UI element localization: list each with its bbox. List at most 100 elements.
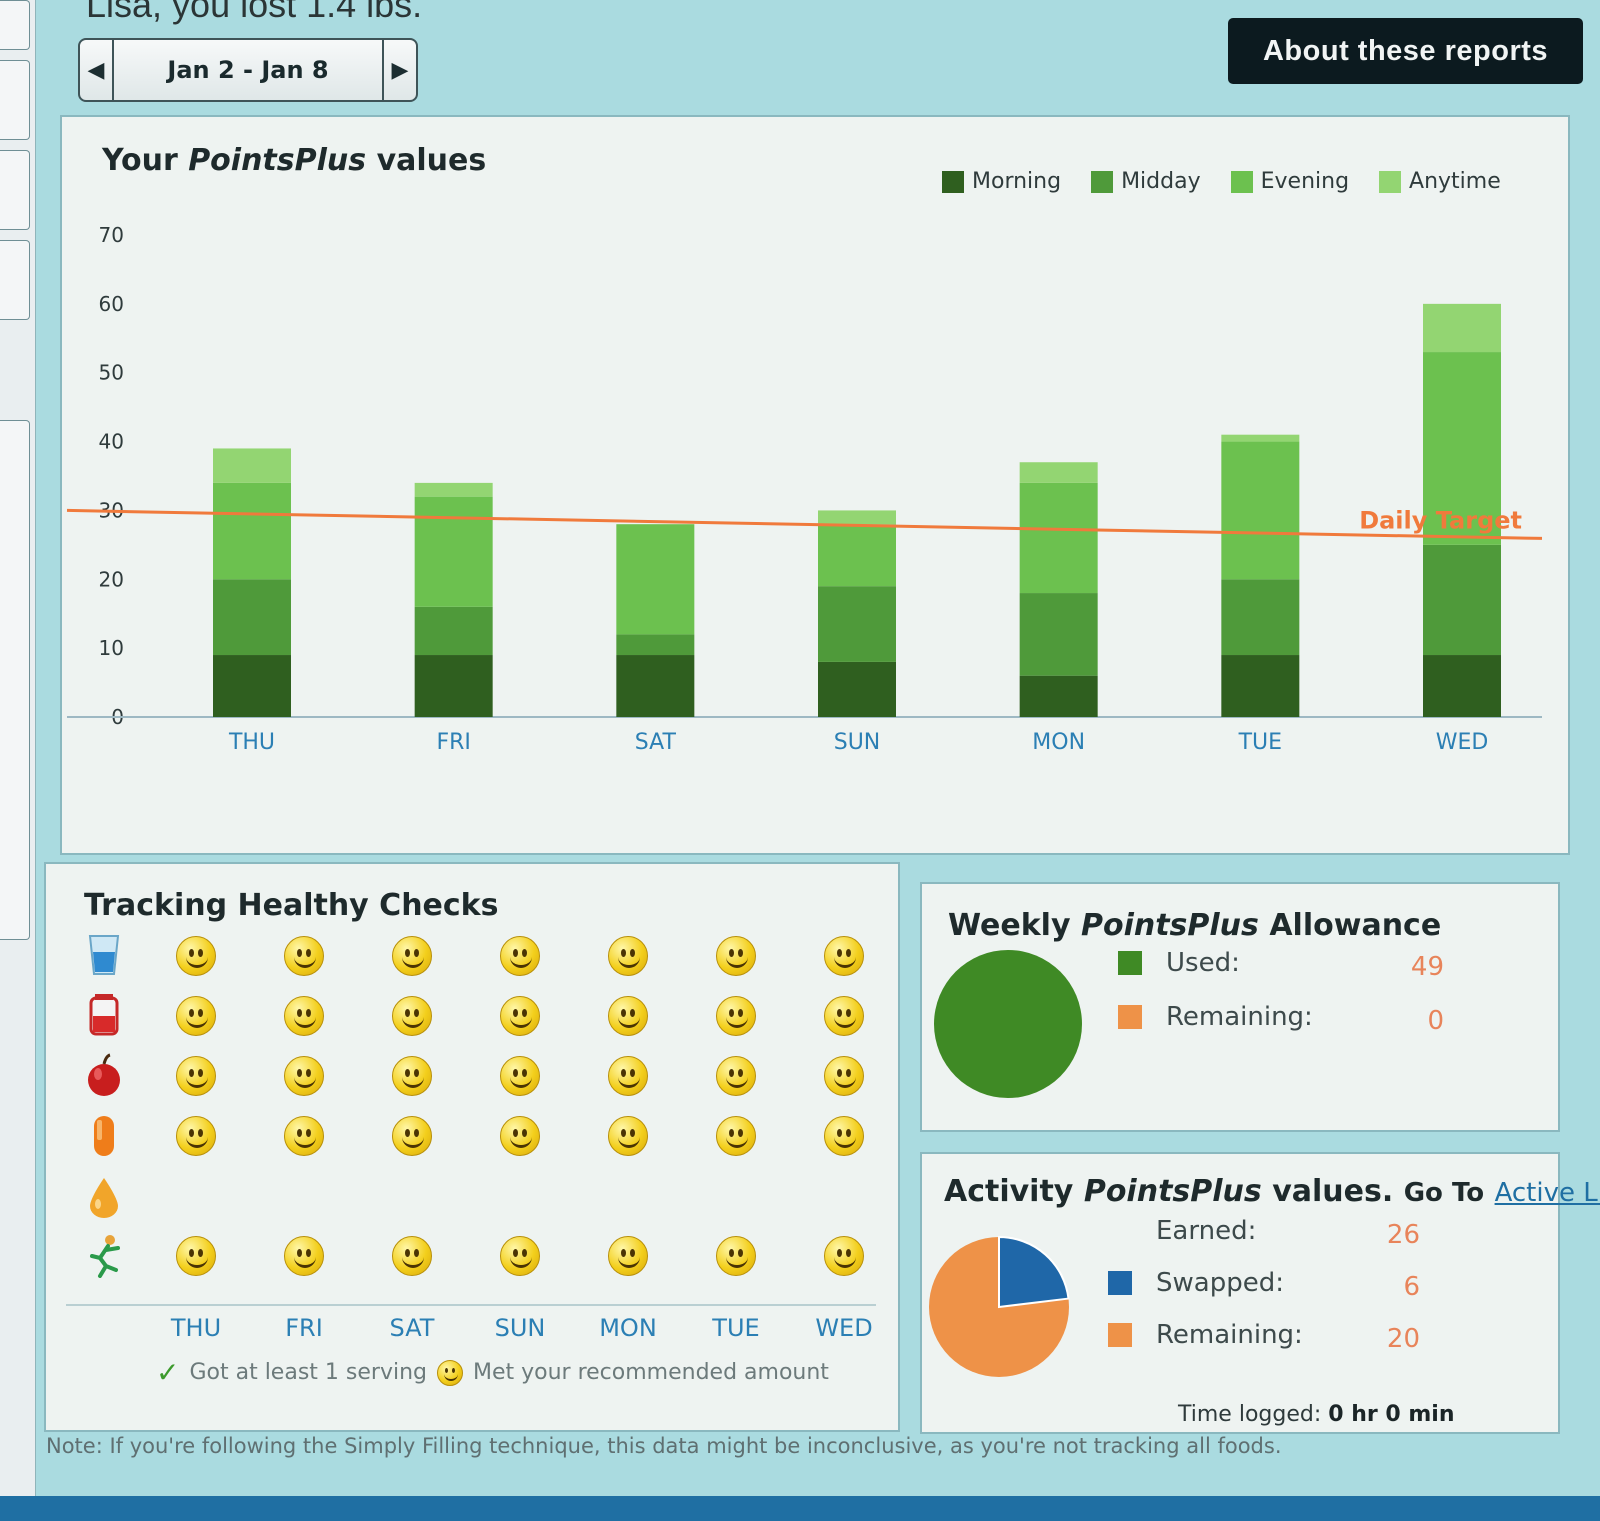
used-value: 49 [1410, 952, 1444, 982]
used-swatch [1118, 951, 1142, 975]
smiley-icon [608, 996, 648, 1036]
water-glass-icon [86, 932, 122, 978]
legend-item-evening: Evening [1230, 169, 1349, 194]
activity-points-panel: Activity PointsPlus values. Go To Active… [920, 1152, 1600, 1434]
bar-segment-midday-sat [616, 634, 695, 656]
earned-label: Earned: [1156, 1216, 1257, 1246]
smiley-icon [716, 1236, 756, 1276]
bar-segment-evening-thu [213, 482, 291, 580]
bar-segment-midday-thu [213, 579, 291, 656]
daily-target-label: Daily Target [1359, 506, 1522, 534]
apple-icon [86, 1052, 122, 1098]
pie-slice-used [934, 950, 1082, 1098]
legend-label: Midday [1121, 169, 1201, 194]
points-values-panel: Your PointsPlus values Morning Midday Even… [60, 115, 1570, 855]
legend-met-label: Met your recommended amount [472, 1360, 829, 1385]
bar-segment-morning-fri [414, 655, 493, 717]
healthy-checks-panel: Tracking Healthy Checks THU FRI SAT SUN MON T… [44, 862, 900, 1432]
activity-remaining-row: Remaining: [1108, 1320, 1303, 1350]
swapped-row: Swapped: [1108, 1268, 1284, 1298]
smiley-icon [436, 1359, 463, 1386]
legend-swatch [1091, 170, 1114, 193]
bar-segment-morning-mon [1019, 675, 1098, 717]
points-panel-title: Your PointsPlus values [102, 143, 487, 178]
healthy-day-label: SUN [494, 1314, 546, 1342]
used-label: Used: [1166, 948, 1240, 978]
activity-pie [929, 1235, 1070, 1377]
checkmark-icon: ✓ [156, 1356, 180, 1389]
sidebar-tab[interactable] [0, 150, 30, 230]
legend-item-midday: Midday [1091, 169, 1201, 194]
next-week-button[interactable]: ▶ [382, 40, 416, 100]
smiley-icon [608, 936, 648, 976]
smiley-icon [392, 936, 432, 976]
smiley-icon [716, 1056, 756, 1096]
bar-segment-evening-sun [818, 524, 896, 587]
activity-title: Activity PointsPlus values. Go To Active… [944, 1174, 1600, 1209]
healthy-day-label: THU [170, 1314, 222, 1342]
activity-remaining-label: Remaining: [1156, 1320, 1303, 1350]
triangle-left-icon: ◀ [87, 57, 105, 83]
healthy-checks-divider [66, 1304, 876, 1306]
smiley-icon [824, 996, 864, 1036]
bar-segment-midday-sun [818, 586, 896, 662]
legend-item-anytime: Anytime [1379, 169, 1501, 194]
bottom-bar [0, 1496, 1600, 1521]
simply-filling-note: Note: If you're following the Simply Fil… [46, 1434, 1282, 1458]
prev-week-button[interactable]: ◀ [80, 40, 114, 100]
healthy-checks-title: Tracking Healthy Checks [84, 888, 499, 923]
weekly-allowance-panel: Weekly PointsPlus Allowance Used: 49 Rem… [920, 882, 1560, 1132]
smiley-icon [392, 1056, 432, 1096]
smiley-icon [500, 1116, 540, 1156]
smiley-icon [824, 1116, 864, 1156]
running-person-icon [86, 1232, 122, 1278]
weekly-allowance-pie [934, 950, 1082, 1098]
active-link[interactable]: Active Link [1494, 1178, 1600, 1208]
bar-segment-midday-tue [1221, 579, 1300, 656]
bar-segment-morning-tue [1221, 655, 1300, 717]
smiley-icon [176, 1236, 216, 1276]
bar-segment-anytime-fri [414, 482, 493, 497]
bar-segment-evening-tue [1221, 441, 1300, 580]
sidebar-tab[interactable] [0, 240, 30, 320]
bar-segment-evening-wed [1423, 352, 1501, 545]
bar-segment-anytime-mon [1019, 462, 1098, 483]
left-sidebar-strip [0, 0, 36, 1521]
swapped-swatch [1108, 1271, 1132, 1295]
y-tick-label: 20 [99, 567, 124, 591]
smiley-icon [716, 1116, 756, 1156]
legend-label: Morning [972, 169, 1062, 194]
healthy-day-label: TUE [712, 1314, 760, 1342]
about-reports-button[interactable]: About these reports [1228, 18, 1583, 84]
bar-segment-anytime-sun [818, 510, 896, 525]
y-tick-label: 10 [99, 636, 124, 660]
remaining-value: 0 [1427, 1006, 1444, 1036]
time-logged: Time logged: 0 hr 0 min [1178, 1402, 1455, 1427]
y-tick-label: 60 [99, 292, 124, 316]
bar-segment-anytime-wed [1423, 303, 1501, 353]
pie-slice-swapped [998, 1235, 1070, 1309]
smiley-icon [176, 1056, 216, 1096]
healthy-day-label: FRI [285, 1314, 323, 1342]
bar-segment-midday-wed [1423, 544, 1501, 656]
healthy-day-label: SAT [389, 1314, 435, 1342]
bar-segment-evening-mon [1019, 482, 1098, 594]
remaining-label: Remaining: [1166, 1002, 1313, 1032]
remaining-swatch [1118, 1005, 1142, 1029]
sidebar-tab[interactable] [0, 0, 30, 50]
earned-row: Earned: [1156, 1216, 1256, 1246]
smiley-icon [176, 1116, 216, 1156]
smiley-icon [500, 936, 540, 976]
legend-swatch [942, 170, 964, 193]
smiley-icon [500, 1056, 540, 1096]
sidebar-tab[interactable] [0, 60, 30, 140]
healthy-day-label: MON [599, 1314, 657, 1342]
healthy-checks-legend: ✓ Got at least 1 serving Met your recomm… [156, 1356, 829, 1389]
smiley-icon [392, 1116, 432, 1156]
x-tick-label-wed: WED [1436, 730, 1489, 755]
week-range-label: Jan 2 - Jan 8 [167, 56, 329, 84]
week-navigator: ◀ Jan 2 - Jan 8 ▶ [78, 38, 418, 102]
activity-remaining-value: 20 [1386, 1324, 1420, 1354]
weight-loss-headline: Lisa, you lost 1.4 lbs. [86, 0, 423, 25]
